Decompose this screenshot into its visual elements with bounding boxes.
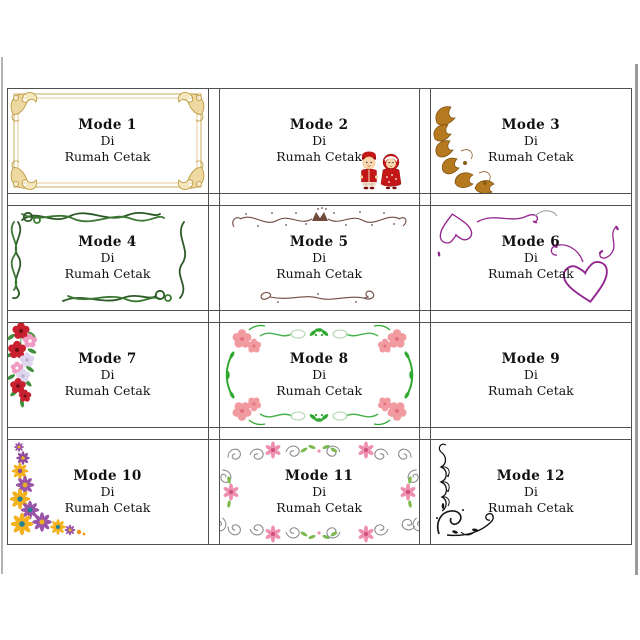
pink-floral-frame-icon	[225, 323, 413, 427]
grid-spacer	[419, 88, 432, 194]
mode-line3: Rumah Cetak	[64, 500, 151, 515]
mode-line2: Di	[312, 367, 327, 382]
grid-spacer	[207, 322, 220, 428]
mode-title: Mode 11	[285, 468, 354, 484]
grid-spacer	[419, 310, 432, 323]
mode-line2: Di	[312, 133, 327, 148]
gold-leaf-flourish-icon	[434, 106, 495, 193]
purple-heart-swirl-icon	[436, 210, 620, 307]
grid-spacer	[419, 193, 432, 206]
grid-spacer	[7, 193, 209, 206]
mode-line3: Rumah Cetak	[276, 383, 363, 398]
mode-line2: Di	[312, 250, 327, 265]
mode-line2: Di	[523, 484, 538, 499]
mode-line3: Rumah Cetak	[487, 149, 574, 164]
template-cell-mode-8: Mode 8 Di Rumah Cetak	[218, 322, 421, 428]
grid-spacer	[207, 427, 220, 440]
grid-spacer	[430, 427, 632, 440]
template-cell-mode-7: Mode 7 Di Rumah Cetak	[7, 322, 209, 428]
page-right-edge	[635, 64, 638, 575]
template-cell-mode-6: Mode 6 Di Rumah Cetak	[430, 205, 632, 311]
template-cell-mode-4: Mode 4 Di Rumah Cetak	[7, 205, 209, 311]
grid-spacer	[7, 310, 209, 323]
grid-spacer	[218, 427, 421, 440]
mode-line3: Rumah Cetak	[276, 149, 363, 164]
grid-spacer	[207, 193, 220, 206]
grid-spacer	[218, 310, 421, 323]
grid-spacer	[207, 205, 220, 311]
template-cell-mode-3: Mode 3 Di Rumah Cetak	[430, 88, 632, 194]
template-cell-mode-2: Mode 2 Di Rumah Cetak	[218, 88, 421, 194]
mode-line3: Rumah Cetak	[276, 266, 363, 281]
mode-line3: Rumah Cetak	[487, 500, 574, 515]
template-cell-mode-12: Mode 12 Di Rumah Cetak	[430, 439, 632, 545]
grid-spacer	[207, 88, 220, 194]
page-left-edge	[1, 57, 3, 574]
grid-spacer	[419, 439, 432, 545]
mode-line2: Di	[523, 367, 538, 382]
gold-frame-ornament-icon	[10, 92, 205, 190]
grid-spacer	[419, 427, 432, 440]
mode-line2: Di	[100, 484, 115, 499]
grid-spacer	[419, 322, 432, 428]
mode-line2: Di	[523, 250, 538, 265]
mode-title: Mode 6	[501, 234, 561, 250]
mode-line2: Di	[312, 484, 327, 499]
mode-line3: Rumah Cetak	[487, 266, 574, 281]
label-template-grid: Mode 1 Di Rumah Cetak Mode 2 Di Rumah Ce…	[7, 88, 632, 545]
grid-spacer	[207, 439, 220, 545]
mode-line2: Di	[100, 250, 115, 265]
mode-title: Mode 4	[78, 234, 137, 250]
daisy-swirl-frame-icon	[219, 441, 419, 543]
grid-spacer	[207, 310, 220, 323]
brown-flourish-band-icon	[231, 207, 407, 303]
mode-title: Mode 3	[501, 117, 561, 133]
grid-spacer	[430, 193, 632, 206]
grid-spacer	[7, 427, 209, 440]
mode-line3: Rumah Cetak	[487, 383, 574, 398]
green-vine-border-icon	[10, 211, 187, 303]
grid-spacer	[430, 310, 632, 323]
mode-title: Mode 12	[496, 468, 565, 484]
grid-spacer	[419, 205, 432, 311]
mode-line2: Di	[100, 133, 115, 148]
mode-title: Mode 1	[78, 117, 137, 133]
mode-line3: Rumah Cetak	[64, 383, 151, 398]
mode-line3: Rumah Cetak	[64, 266, 151, 281]
template-cell-mode-5: Mode 5 Di Rumah Cetak	[218, 205, 421, 311]
black-filigree-corner-icon	[436, 443, 497, 537]
mode-line3: Rumah Cetak	[276, 500, 363, 515]
template-cell-mode-11: Mode 11 Di Rumah Cetak	[218, 439, 421, 545]
flower-column-icon	[8, 323, 38, 408]
mode-title: Mode 10	[73, 468, 142, 484]
mode-title: Mode 2	[289, 117, 349, 133]
mode-line2: Di	[100, 367, 115, 382]
mode-line3: Rumah Cetak	[64, 149, 151, 164]
mode-title: Mode 5	[289, 234, 349, 250]
template-cell-mode-1: Mode 1 Di Rumah Cetak	[7, 88, 209, 194]
grid-spacer	[218, 193, 421, 206]
mode-line2: Di	[523, 133, 538, 148]
mode-title: Mode 7	[78, 351, 137, 367]
wedding-couple-icon	[359, 151, 401, 190]
mode-title: Mode 8	[289, 351, 349, 367]
mode-title: Mode 9	[501, 351, 561, 367]
template-cell-mode-9: Mode 9 Di Rumah Cetak	[430, 322, 632, 428]
daisy-corner-icon	[9, 442, 86, 536]
template-cell-mode-10: Mode 10 Di Rumah Cetak	[7, 439, 209, 545]
